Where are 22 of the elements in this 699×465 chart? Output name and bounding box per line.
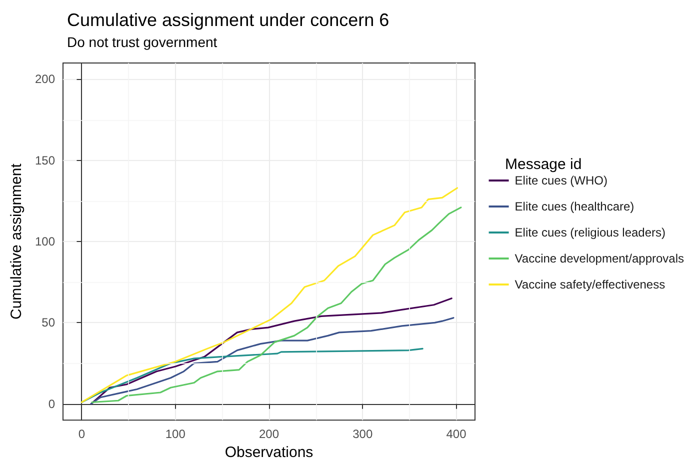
legend-label: Vaccine development/approvals: [514, 252, 684, 266]
x-tick-label: 300: [352, 427, 373, 442]
x-tick-label: 400: [446, 427, 467, 442]
line-series: [90, 317, 454, 405]
legend-label: Elite cues (healthcare): [514, 200, 634, 214]
legend-label: Vaccine safety/effectiveness: [514, 278, 666, 292]
x-tick-label: 0: [78, 427, 86, 442]
legend-label: Elite cues (WHO): [514, 174, 608, 188]
x-axis-title: Observations: [224, 444, 314, 461]
chart-title: Cumulative assignment under concern 6: [67, 10, 390, 30]
line-series: [90, 298, 452, 405]
x-tick-label: 100: [165, 427, 186, 442]
y-tick-label: 0: [48, 396, 56, 411]
chart-subtitle: Do not trust government: [67, 34, 218, 50]
y-tick-label: 50: [42, 316, 56, 330]
legend-label: Elite cues (religious leaders): [514, 226, 666, 240]
y-tick-label: 150: [34, 153, 56, 168]
x-tick-label: 200: [258, 427, 280, 442]
y-axis-title: Cumulative assignment: [8, 162, 26, 320]
y-tick-label: 200: [34, 72, 56, 86]
legend-title: Message id: [505, 156, 582, 173]
y-tick-label: 100: [34, 234, 56, 249]
